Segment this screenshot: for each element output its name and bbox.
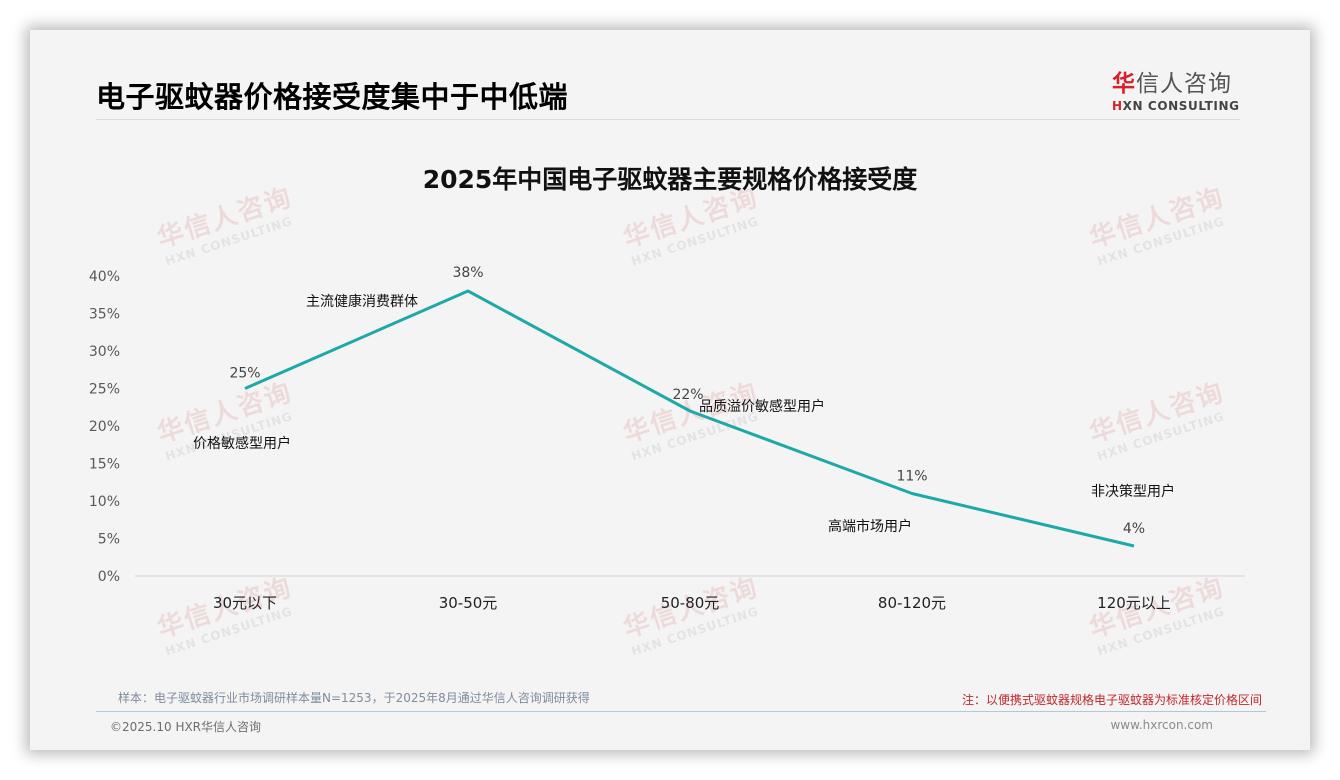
title-divider [96,119,1240,120]
footer-divider [96,711,1266,712]
y-tick-label: 5% [98,532,120,548]
logo-cn-rest: 信人咨询 [1136,71,1232,97]
segment-annotation: 主流健康消费群体 [306,293,418,310]
y-tick-label: 40% [89,269,120,285]
segment-annotation: 非决策型用户 [1091,483,1175,500]
company-logo: 华信人咨询 HXN CONSULTING [1112,64,1242,113]
y-tick-label: 30% [89,344,120,360]
logo-en-first: H [1112,99,1123,113]
y-axis: 0% 5% 10% 15% 20% 25% 30% 35% 40% [89,269,120,585]
segment-annotation: 价格敏感型用户 [193,435,291,452]
website-link[interactable]: www.hxrcon.com [1110,718,1213,732]
data-label: 22% [672,387,703,403]
y-tick-label: 25% [89,382,120,398]
sample-note: 样本：电子驱蚊器行业市场调研样本量N=1253，于2025年8月通过华信人咨询调… [118,691,590,705]
x-tick-label: 80-120元 [878,594,946,612]
chart-title: 2025年中国电子驱蚊器主要规格价格接受度 [422,165,918,194]
y-tick-label: 0% [98,569,120,585]
segment-annotation: 高端市场用户 [828,518,912,535]
logo-cn-text: 华信人咨询 [1112,64,1242,98]
segment-annotation: 品质溢价敏感型用户 [699,398,825,415]
logo-cn-first: 华 [1112,71,1136,97]
logo-en-text: HXN CONSULTING [1112,99,1242,113]
y-tick-label: 35% [89,307,120,323]
data-label: 25% [229,366,260,382]
y-tick-label: 20% [89,419,120,435]
methodology-note: 注：以便携式驱蚊器规格电子驱蚊器为标准核定价格区间 [961,693,1262,707]
logo-en-rest: XN CONSULTING [1122,99,1240,113]
x-tick-label: 50-80元 [661,594,720,612]
page-title: 电子驱蚊器价格接受度集中于中低端 [96,80,569,114]
copyright: ©2025.10 HXR华信人咨询 [110,720,262,734]
series-line [244,289,1135,548]
y-tick-label: 15% [89,457,120,473]
data-label: 4% [1123,521,1145,537]
line-chart: 0% 5% 10% 15% 20% 25% 30% 35% 40% 30元以下 30-50元 50-… [89,265,1245,612]
data-label: 11% [896,469,927,485]
data-label: 38% [452,265,483,281]
x-tick-label: 30-50元 [439,594,498,612]
y-tick-label: 10% [89,494,120,510]
x-axis: 30元以下 30-50元 50-80元 80-120元 120元以上 [213,594,1171,612]
data-labels: 25% 38% 22% 11% 4% [229,265,1145,537]
slide: 电子驱蚊器价格接受度集中于中低端 华信人咨询 HXN CONSULTING 华信… [30,30,1310,750]
x-tick-label: 30元以下 [213,594,277,612]
x-tick-label: 120元以上 [1097,594,1171,612]
